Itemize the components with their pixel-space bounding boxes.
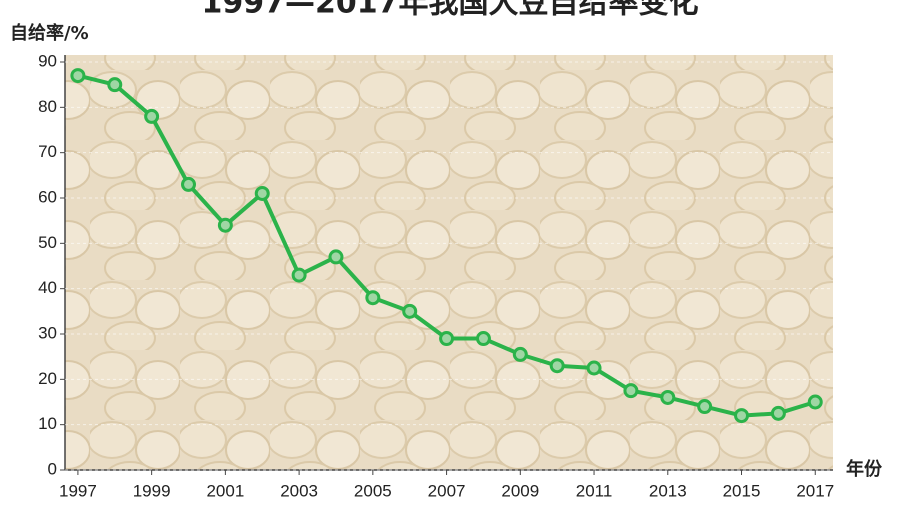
data-point (697, 399, 713, 415)
x-tick-label: 2007 (428, 481, 466, 500)
data-point (328, 249, 344, 265)
data-point (107, 77, 123, 93)
y-tick-label: 90 (38, 51, 57, 70)
data-point (217, 217, 233, 233)
x-tick-label: 2009 (501, 481, 539, 500)
x-tick-label: 2017 (796, 481, 834, 500)
data-point (770, 405, 786, 421)
x-tick-label: 2015 (723, 481, 761, 500)
y-tick-label: 40 (38, 278, 57, 297)
y-tick-label: 30 (38, 323, 57, 342)
x-tick-label: 2001 (206, 481, 244, 500)
data-point (291, 267, 307, 283)
data-point (144, 108, 160, 124)
data-point (254, 185, 270, 201)
data-point (586, 360, 602, 376)
data-point (70, 68, 86, 84)
data-point (475, 331, 491, 347)
data-point (660, 389, 676, 405)
x-axis-label: 年份 (846, 458, 883, 480)
data-point (402, 303, 418, 319)
x-tick-label: 2011 (576, 481, 613, 500)
y-tick-label: 50 (38, 233, 57, 252)
y-axis-label: 自给率/% (10, 22, 89, 44)
data-point (181, 176, 197, 192)
data-point (734, 408, 750, 424)
data-point (549, 358, 565, 374)
data-point (807, 394, 823, 410)
y-tick-label: 80 (38, 97, 57, 116)
x-tick-label: 2003 (280, 481, 318, 500)
y-tick-label: 70 (38, 142, 57, 161)
x-tick-label: 2005 (354, 481, 392, 500)
x-tick-label: 1999 (133, 481, 171, 500)
data-point (623, 383, 639, 399)
data-point (512, 346, 528, 362)
x-tick-label: 2013 (649, 481, 687, 500)
y-tick-label: 20 (38, 369, 57, 388)
y-tick-label: 10 (38, 414, 57, 433)
y-tick-label: 60 (38, 187, 57, 206)
chart-title: 1997—2017年我国大豆自给率变化 (202, 0, 699, 21)
x-tick-label: 1997 (59, 481, 97, 500)
data-point (365, 290, 381, 306)
data-point (439, 331, 455, 347)
y-tick-label: 0 (48, 459, 57, 478)
